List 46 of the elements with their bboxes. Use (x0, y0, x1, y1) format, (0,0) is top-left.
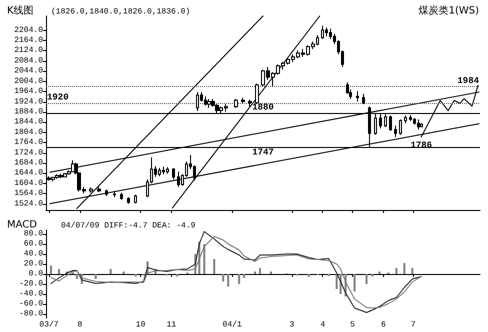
ref-line-label: 1984 (457, 76, 480, 86)
x-tick-label: 8 (77, 320, 82, 330)
annotation: 煤炭类1(WS) (418, 4, 480, 16)
x-tick-label: 3 (289, 320, 294, 330)
ref-line-label: 1880 (252, 102, 274, 112)
y-tick-label: 60.0 (24, 240, 44, 248)
y-tick-label: -60.0 (18, 300, 44, 308)
annotation: 04/07/09 DIFF:-4.7 DEA: -4.9 (61, 222, 196, 230)
y-tick-label: -80.0 (18, 310, 44, 318)
y-tick-label: 1884.0 (14, 107, 44, 116)
chart-title: K线图 (7, 4, 34, 16)
y-tick-label: 1644.0 (14, 168, 44, 178)
y-tick-label: 1764.0 (14, 138, 44, 148)
y-tick-label: 2124.0 (14, 46, 44, 56)
x-tick-label: 5 (350, 320, 356, 330)
y-tick-label: 1684.0 (14, 158, 44, 168)
x-tick-label: 4 (320, 320, 326, 330)
y-tick-label: 2164.0 (14, 36, 44, 46)
chart-subtitle: (1826.0,1840.0,1826.0,1836.0) (51, 8, 190, 16)
y-tick-label: 2004.0 (14, 76, 44, 86)
y-tick-label: 1804.0 (14, 128, 44, 137)
x-tick-label: 11 (166, 320, 176, 330)
y-tick-label: 2204.0 (14, 26, 44, 35)
x-tick-label: 6 (381, 320, 386, 330)
y-tick-label: 1924.0 (14, 97, 44, 106)
y-tick-label: 2044.0 (14, 66, 44, 76)
y-tick-label: 1964.0 (14, 87, 44, 96)
y-tick-label: 1524.0 (14, 199, 44, 208)
y-tick-label: -20.0 (18, 280, 44, 288)
chart-title: MACD (7, 220, 38, 230)
y-tick-label: 2084.0 (14, 56, 44, 66)
ref-line-label: 1920 (47, 92, 69, 102)
y-tick-label: 1724.0 (14, 148, 44, 158)
y-tick-label: 20.0 (24, 260, 44, 268)
y-tick-label: 40.0 (24, 250, 44, 258)
x-tick-label: 04/1 (222, 320, 242, 330)
y-tick-label: 1604.0 (14, 178, 44, 188)
y-tick-label: 1564.0 (14, 189, 44, 198)
x-tick-label: 10 (136, 320, 146, 330)
x-tick-label: 03/7 (39, 320, 59, 330)
ref-line-label: 1747 (252, 147, 274, 158)
y-tick-label: 1844.0 (14, 118, 44, 127)
y-tick-label: -40.0 (18, 290, 44, 298)
y-tick-label: 0.0 (28, 270, 44, 278)
y-tick-label: 80.0 (24, 230, 44, 238)
x-tick-label: 7 (410, 320, 416, 330)
